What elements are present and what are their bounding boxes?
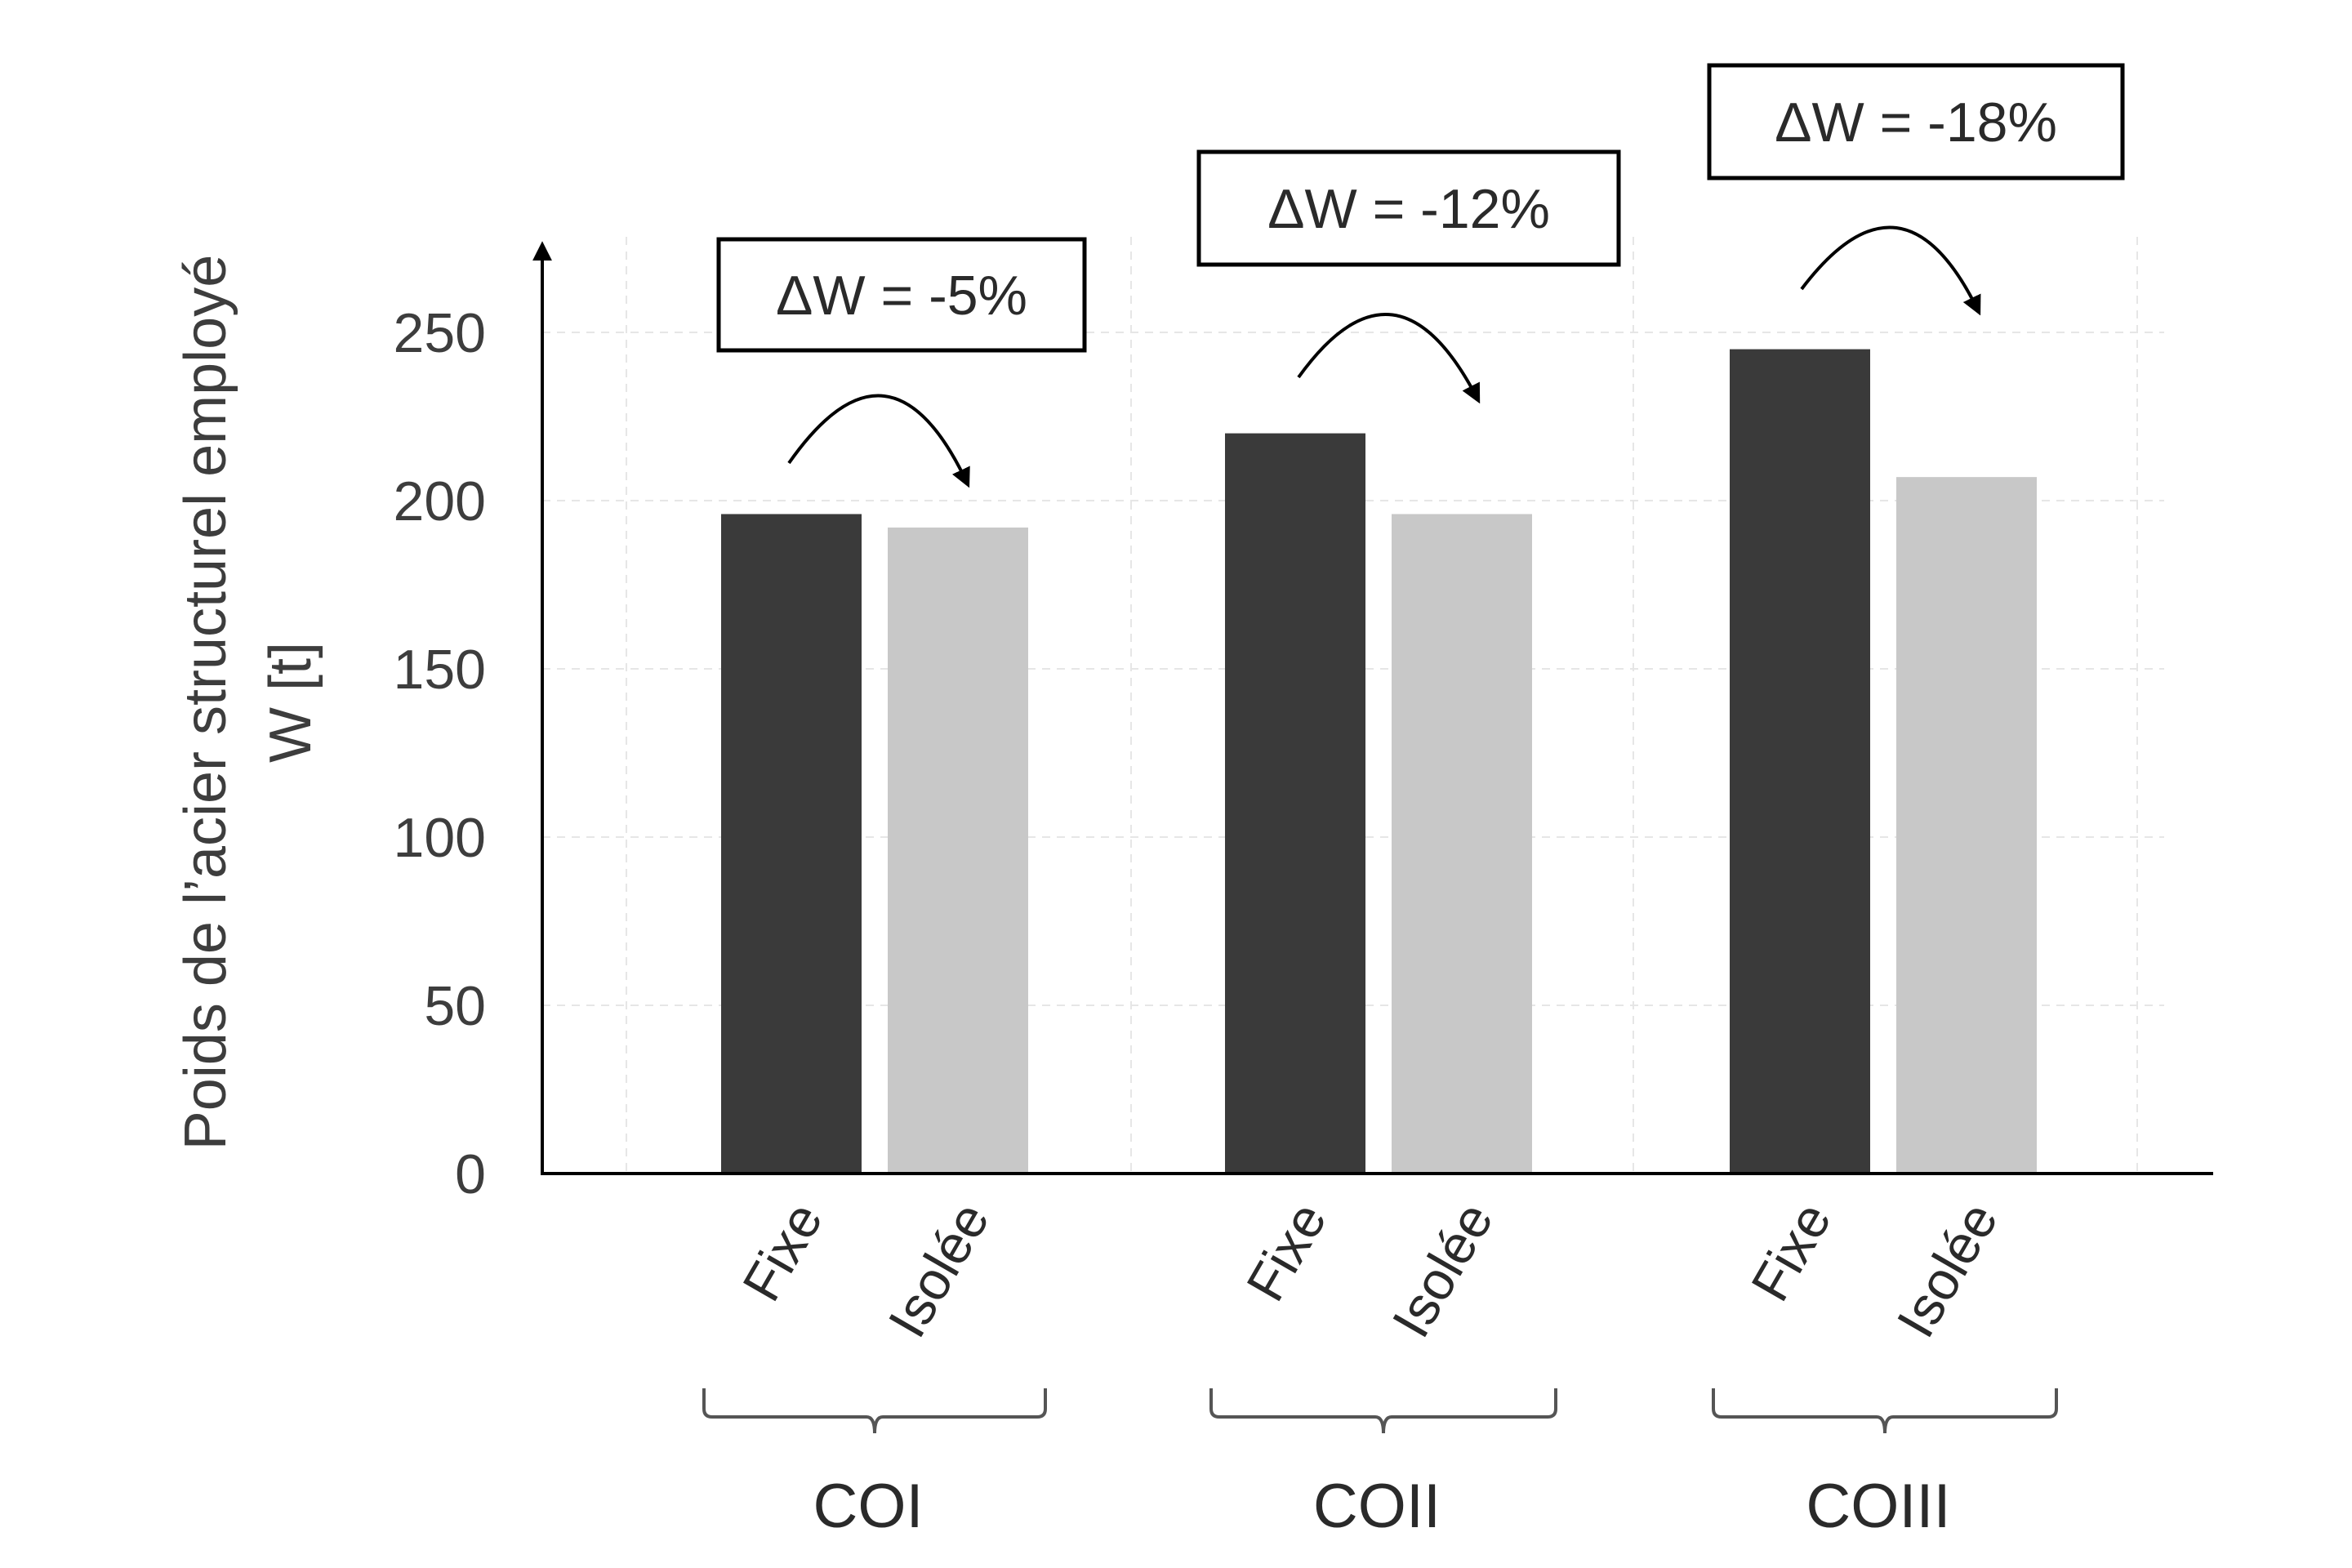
x-tick-label: Fixe: [1740, 1192, 1842, 1311]
group-brace: [1209, 1388, 1557, 1434]
annotation-label: ΔW = -12%: [1267, 178, 1550, 240]
group-label-coii: COII: [1313, 1472, 1441, 1541]
bar-coii-fixe: [1225, 433, 1365, 1174]
change-arrow: [1297, 313, 1481, 404]
y-axis-title: Poids de l’acier structurel employé: [173, 255, 238, 1151]
x-tick-label: Isolée: [876, 1192, 1000, 1348]
annotation-label: ΔW = -5%: [776, 265, 1027, 327]
group-label-coi: COI: [813, 1472, 923, 1541]
group-brace: [702, 1388, 1047, 1434]
axis-layer: [532, 241, 2213, 1175]
bar-coiii-isole: [1896, 477, 2037, 1174]
y-tick-label: 50: [424, 975, 486, 1037]
x-tick-label: Fixe: [1235, 1192, 1338, 1311]
annotation-label: ΔW = -18%: [1775, 91, 2057, 154]
x-tick-label: Fixe: [731, 1192, 834, 1311]
bar-coi-fixe: [721, 514, 862, 1174]
x-tick-label: Isolée: [1380, 1192, 1504, 1348]
x-tick-label: Isolée: [1885, 1192, 2009, 1348]
change-arrow: [1800, 225, 1981, 316]
group-brace: [1712, 1388, 2058, 1434]
annotation-box: [716, 237, 1087, 353]
bar-layer: [721, 349, 2037, 1174]
change-arrow: [787, 394, 970, 488]
y-tick-label: 200: [394, 470, 486, 532]
annotation-layer: ΔW = -5% ΔW = -12% ΔW = -18%: [716, 63, 2125, 488]
y-tick-label: 100: [394, 807, 486, 869]
bar-coi-isole: [888, 527, 1028, 1174]
annotation-box: [1196, 149, 1621, 267]
y-tick-label: 0: [455, 1143, 486, 1205]
group-label-coiii: COIII: [1806, 1472, 1950, 1541]
annotation-box: [1707, 63, 2125, 180]
bar-coii-isole: [1392, 514, 1532, 1174]
y-tick-label: 150: [394, 639, 486, 701]
y-tick-label: 250: [394, 302, 486, 364]
bar-coiii-fixe: [1730, 349, 1870, 1174]
y-axis-unit: W [t]: [258, 642, 323, 763]
